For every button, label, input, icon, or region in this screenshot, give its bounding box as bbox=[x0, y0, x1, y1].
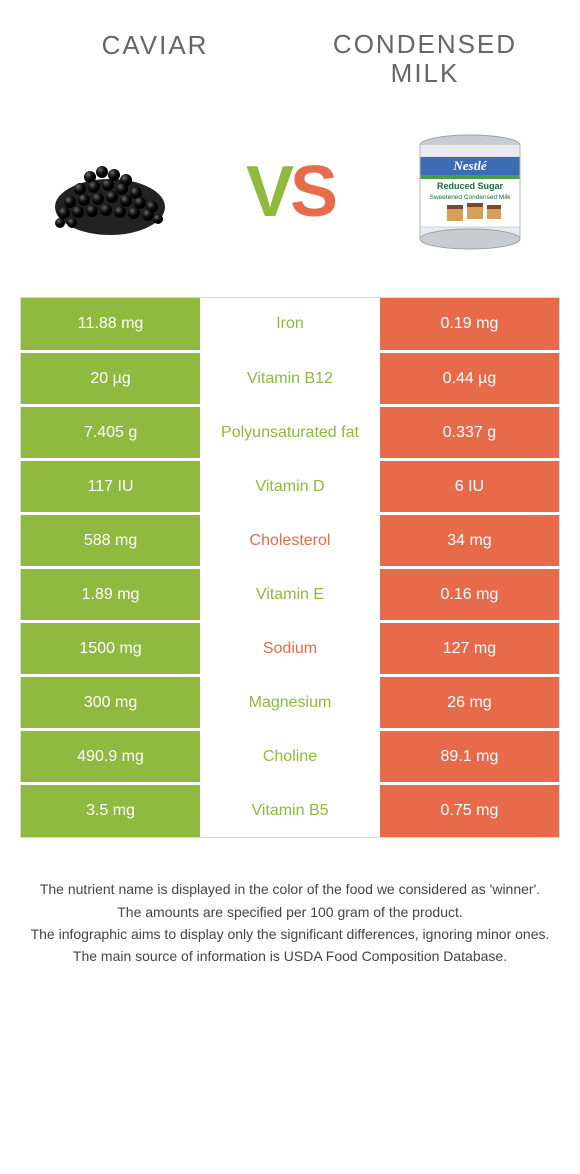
condensed-milk-image: Nestlé Reduced Sugar Sweetened Condensed… bbox=[390, 122, 550, 262]
cell-nutrient: Vitamin E bbox=[200, 568, 380, 622]
cell-nutrient: Polyunsaturated fat bbox=[200, 406, 380, 460]
footer-line1: The nutrient name is displayed in the co… bbox=[30, 878, 550, 900]
cell-left: 1500 mg bbox=[21, 622, 201, 676]
cell-right: 0.16 mg bbox=[380, 568, 560, 622]
cell-left: 11.88 mg bbox=[21, 298, 201, 352]
nutrition-table: 11.88 mgIron0.19 mg20 µgVitamin B120.44 … bbox=[20, 297, 560, 838]
cell-nutrient: Iron bbox=[200, 298, 380, 352]
titles-row: CAVIAR CONDENSED MILK bbox=[0, 0, 580, 97]
cell-right: 0.19 mg bbox=[380, 298, 560, 352]
footer-notes: The nutrient name is displayed in the co… bbox=[0, 838, 580, 968]
cell-right: 0.75 mg bbox=[380, 784, 560, 838]
cell-left: 7.405 g bbox=[21, 406, 201, 460]
footer-line3: The infographic aims to display only the… bbox=[30, 923, 550, 945]
table-row: 1500 mgSodium127 mg bbox=[21, 622, 560, 676]
table-row: 3.5 mgVitamin B50.75 mg bbox=[21, 784, 560, 838]
cell-left: 3.5 mg bbox=[21, 784, 201, 838]
caviar-image bbox=[30, 122, 190, 262]
cell-left: 300 mg bbox=[21, 676, 201, 730]
cell-nutrient: Vitamin D bbox=[200, 460, 380, 514]
title-left: CAVIAR bbox=[20, 30, 290, 87]
title-right-line1: CONDENSED bbox=[333, 29, 517, 59]
table-row: 117 IUVitamin D6 IU bbox=[21, 460, 560, 514]
table-row: 300 mgMagnesium26 mg bbox=[21, 676, 560, 730]
cell-right: 26 mg bbox=[380, 676, 560, 730]
cell-left: 1.89 mg bbox=[21, 568, 201, 622]
cell-left: 117 IU bbox=[21, 460, 201, 514]
cell-right: 6 IU bbox=[380, 460, 560, 514]
footer-line4: The main source of information is USDA F… bbox=[30, 945, 550, 967]
table-row: 490.9 mgCholine89.1 mg bbox=[21, 730, 560, 784]
cell-right: 127 mg bbox=[380, 622, 560, 676]
table-row: 11.88 mgIron0.19 mg bbox=[21, 298, 560, 352]
vs-v: V bbox=[246, 152, 290, 232]
images-row: VS Nestlé Reduced Sugar Sweetened Conden… bbox=[0, 97, 580, 297]
vs-label: VS bbox=[246, 151, 334, 233]
cell-right: 0.44 µg bbox=[380, 352, 560, 406]
title-right: CONDENSED MILK bbox=[290, 30, 560, 87]
cell-nutrient: Magnesium bbox=[200, 676, 380, 730]
cell-right: 34 mg bbox=[380, 514, 560, 568]
cell-nutrient: Sodium bbox=[200, 622, 380, 676]
cell-left: 490.9 mg bbox=[21, 730, 201, 784]
table-row: 1.89 mgVitamin E0.16 mg bbox=[21, 568, 560, 622]
svg-text:Nestlé: Nestlé bbox=[452, 158, 487, 173]
table-row: 7.405 gPolyunsaturated fat0.337 g bbox=[21, 406, 560, 460]
cell-nutrient: Cholesterol bbox=[200, 514, 380, 568]
title-right-line2: MILK bbox=[391, 58, 460, 88]
cell-nutrient: Vitamin B5 bbox=[200, 784, 380, 838]
cell-right: 89.1 mg bbox=[380, 730, 560, 784]
cell-right: 0.337 g bbox=[380, 406, 560, 460]
svg-text:Sweetened Condensed Milk: Sweetened Condensed Milk bbox=[430, 194, 512, 201]
vs-s: S bbox=[290, 152, 334, 232]
svg-text:Reduced Sugar: Reduced Sugar bbox=[437, 181, 504, 191]
cell-left: 588 mg bbox=[21, 514, 201, 568]
table-row: 588 mgCholesterol34 mg bbox=[21, 514, 560, 568]
table-row: 20 µgVitamin B120.44 µg bbox=[21, 352, 560, 406]
footer-line2: The amounts are specified per 100 gram o… bbox=[30, 901, 550, 923]
cell-left: 20 µg bbox=[21, 352, 201, 406]
cell-nutrient: Vitamin B12 bbox=[200, 352, 380, 406]
cell-nutrient: Choline bbox=[200, 730, 380, 784]
